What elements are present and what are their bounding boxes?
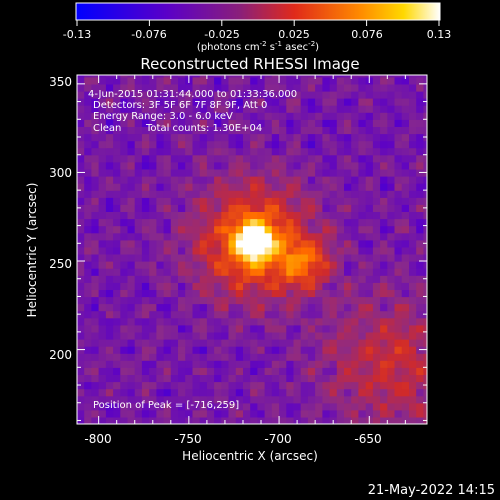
colorbar-tick-labels: -0.13 -0.076 -0.025 0.025 0.076 0.13	[63, 28, 451, 41]
x-axis-label: Heliocentric X (arcsec)	[182, 449, 318, 463]
colorbar-tick-label: 0.025	[278, 28, 310, 41]
colorbar-ticks	[76, 20, 440, 26]
generation-date: 21-May-2022 14:15	[368, 483, 495, 498]
peak-position-text: Position of Peak = [-716,259]	[93, 400, 239, 411]
y-tick-label: 350	[49, 75, 72, 89]
y-tick-label: 300	[49, 166, 72, 180]
colorbar-tick-label: -0.025	[204, 28, 239, 41]
plot-frame	[76, 74, 428, 425]
clean-text: Clean	[93, 123, 121, 134]
y-tick-label: 250	[49, 257, 72, 271]
colorbar	[75, 2, 441, 21]
x-tick-label: -650	[354, 432, 381, 446]
x-tick-label: -800	[84, 432, 111, 446]
annotation-block: 4-Jun-2015 01:31:44.000 to 01:33:36.000 …	[88, 89, 297, 134]
colorbar-units: (photons cm-2 s-1 asec-2)	[197, 40, 319, 53]
y-axis-label: Heliocentric Y (arcsec)	[25, 183, 39, 318]
axis-ticks	[77, 75, 427, 424]
colorbar-tick-label: 0.13	[427, 28, 452, 41]
detectors-text: Detectors: 3F 5F 6F 7F 8F 9F, Att 0	[93, 100, 267, 111]
x-tick-label: -700	[264, 432, 291, 446]
colorbar-tick-label: -0.076	[131, 28, 166, 41]
rhessi-image	[77, 75, 427, 424]
y-tick-label: 200	[49, 348, 72, 362]
plot-title: Reconstructed RHESSI Image	[140, 55, 359, 73]
x-tick-label: -750	[174, 432, 201, 446]
total-counts-text: Total counts: 1.30E+04	[145, 123, 262, 134]
colorbar-tick-label: -0.13	[63, 28, 91, 41]
energy-range-text: Energy Range: 3.0 - 6.0 keV	[93, 111, 233, 122]
time-range-text: 4-Jun-2015 01:31:44.000 to 01:33:36.000	[88, 89, 297, 100]
colorbar-tick-label: 0.076	[351, 28, 383, 41]
